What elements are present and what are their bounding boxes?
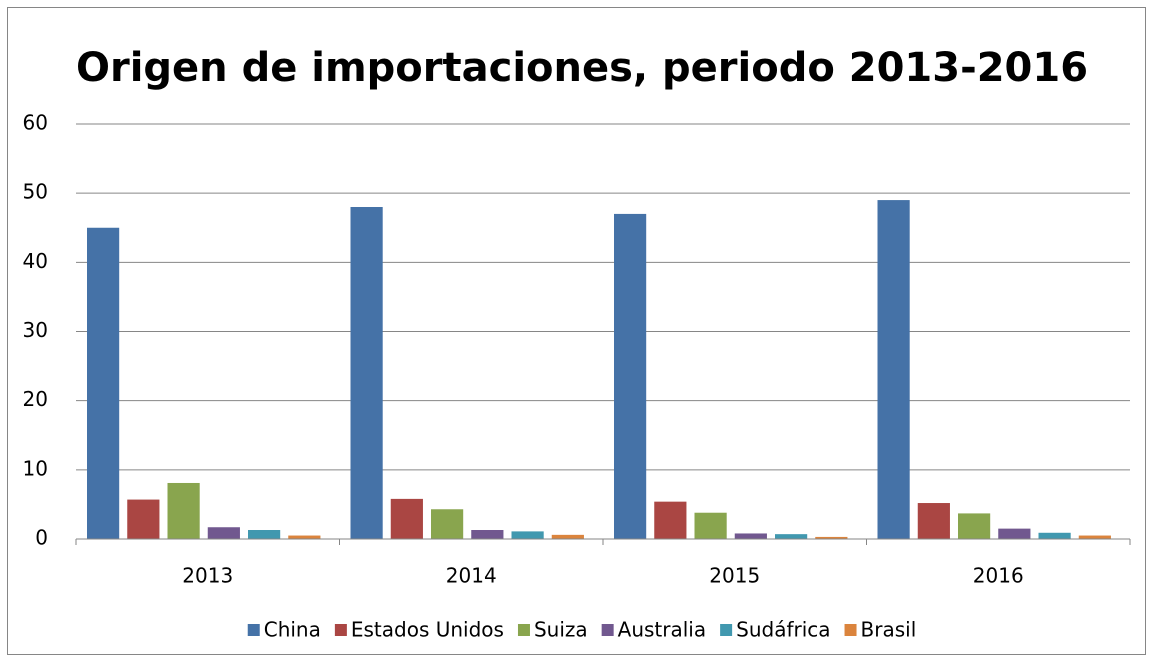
bar (1038, 532, 1071, 539)
y-tick-label: 0 (35, 526, 48, 550)
y-tick-label: 10 (23, 456, 48, 480)
y-tick-label: 30 (23, 318, 48, 342)
bar (734, 533, 767, 539)
legend-label: Brasil (861, 618, 917, 642)
legend-label: Sudáfrica (736, 618, 830, 642)
bar (877, 200, 910, 540)
bar (1078, 535, 1111, 539)
chart-title: Origen de importaciones, periodo 2013-20… (76, 45, 1088, 91)
bar (87, 227, 120, 539)
x-tick-label: 2014 (446, 564, 497, 588)
bar (207, 527, 240, 539)
legend-swatch (720, 624, 733, 636)
bar (350, 207, 383, 539)
bar (614, 213, 647, 539)
legend-label: China (264, 618, 321, 642)
legend-swatch (601, 624, 614, 636)
legend-label: Estados Unidos (351, 618, 504, 642)
bar (390, 498, 423, 539)
bar (127, 499, 160, 539)
legend-swatch (844, 624, 857, 636)
x-tick-label: 2016 (973, 564, 1024, 588)
x-tick-label: 2013 (182, 564, 233, 588)
bar (431, 509, 464, 539)
bar (248, 530, 281, 539)
bar (551, 534, 584, 539)
bar (917, 503, 950, 539)
legend-swatch (517, 624, 530, 636)
bar (167, 482, 200, 539)
bar (998, 528, 1031, 539)
bar (775, 534, 808, 539)
y-tick-label: 40 (23, 249, 48, 273)
bar (654, 501, 687, 539)
bar (288, 535, 321, 539)
legend-label: Australia (618, 618, 706, 642)
y-tick-label: 20 (23, 387, 48, 411)
legend-label: Suiza (534, 618, 588, 642)
bar (511, 531, 544, 539)
y-tick-label: 60 (23, 111, 48, 135)
bar (958, 513, 991, 539)
bar (815, 536, 848, 539)
legend-swatch (334, 624, 347, 636)
y-tick-label: 50 (23, 180, 48, 204)
bar (471, 530, 504, 539)
x-tick-label: 2015 (709, 564, 760, 588)
legend-swatch (247, 624, 260, 636)
bar (694, 512, 727, 539)
